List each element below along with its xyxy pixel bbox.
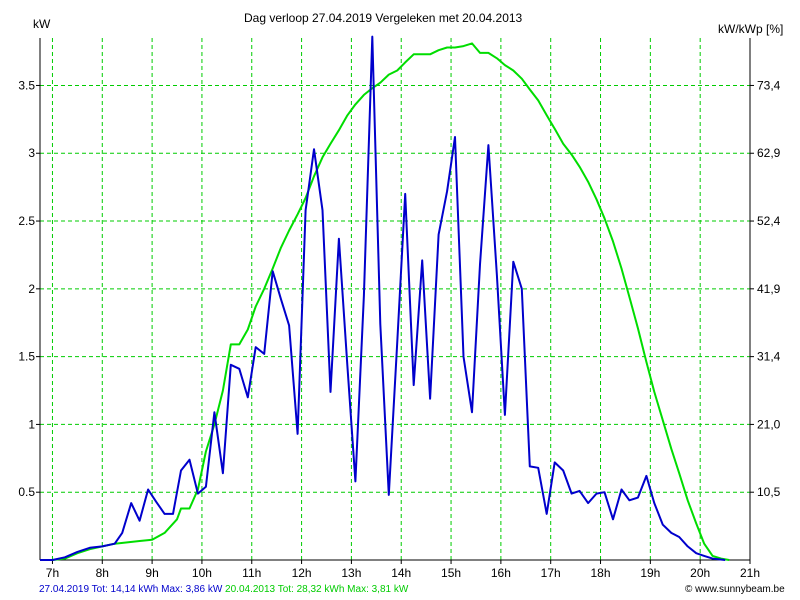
- y-tick-label-left: 1: [28, 417, 35, 431]
- legend-series-1: 27.04.2019 Tot: 14,14 kWh Max: 3,86 kW: [39, 584, 223, 595]
- x-tick-label: 12h: [292, 566, 312, 580]
- y-tick-label-right: 62,9: [757, 146, 781, 160]
- y-tick-label-right: 21,0: [757, 417, 781, 431]
- left-axis-label: kW: [33, 17, 51, 31]
- y-tick-label-right: 52,4: [757, 214, 781, 228]
- y-tick-label-left: 1.5: [18, 350, 35, 364]
- y-tick-label-left: 0.5: [18, 485, 35, 499]
- series-line-20-04-2013: [40, 42, 730, 561]
- x-tick-label: 21h: [740, 566, 760, 580]
- y-tick-label-left: 2.5: [18, 214, 35, 228]
- y-tick-label-left: 3: [28, 146, 35, 160]
- right-axis-label: kW/kWp [%]: [718, 22, 784, 36]
- x-tick-label: 7h: [46, 566, 59, 580]
- legend-series-2: 20.04.2013 Tot: 28,32 kWh Max: 3,81 kW: [225, 584, 409, 595]
- x-tick-label: 9h: [145, 566, 158, 580]
- credit: © www.sunnybeam.be: [685, 584, 785, 595]
- y-tick-label-right: 73,4: [757, 78, 781, 92]
- x-tick-label: 13h: [341, 566, 361, 580]
- copyright-icon: ©: [685, 584, 693, 595]
- x-tick-label: 14h: [391, 566, 411, 580]
- x-tick-label: 18h: [591, 566, 611, 580]
- x-tick-label: 16h: [491, 566, 511, 580]
- y-tick-label-left: 2: [28, 282, 35, 296]
- y-tick-label-left: 3.5: [18, 78, 35, 92]
- y-tick-label-right: 31,4: [757, 350, 781, 364]
- y-tick-label-right: 41,9: [757, 282, 781, 296]
- chart-title: Dag verloop 27.04.2019 Vergeleken met 20…: [244, 11, 523, 25]
- x-tick-label: 8h: [96, 566, 109, 580]
- x-tick-label: 20h: [690, 566, 710, 580]
- x-tick-label: 19h: [640, 566, 660, 580]
- x-tick-label: 10h: [192, 566, 212, 580]
- y-tick-label-right: 10,5: [757, 485, 781, 499]
- series-line-27-04-2019: [40, 35, 726, 561]
- legend: 27.04.2019 Tot: 14,14 kWh Max: 3,86 kW 2…: [39, 584, 408, 595]
- x-tick-label: 11h: [242, 566, 261, 580]
- plot-area: [40, 38, 750, 560]
- x-tick-label: 15h: [441, 566, 461, 580]
- x-tick-label: 17h: [541, 566, 561, 580]
- credit-text: www.sunnybeam.be: [695, 584, 785, 595]
